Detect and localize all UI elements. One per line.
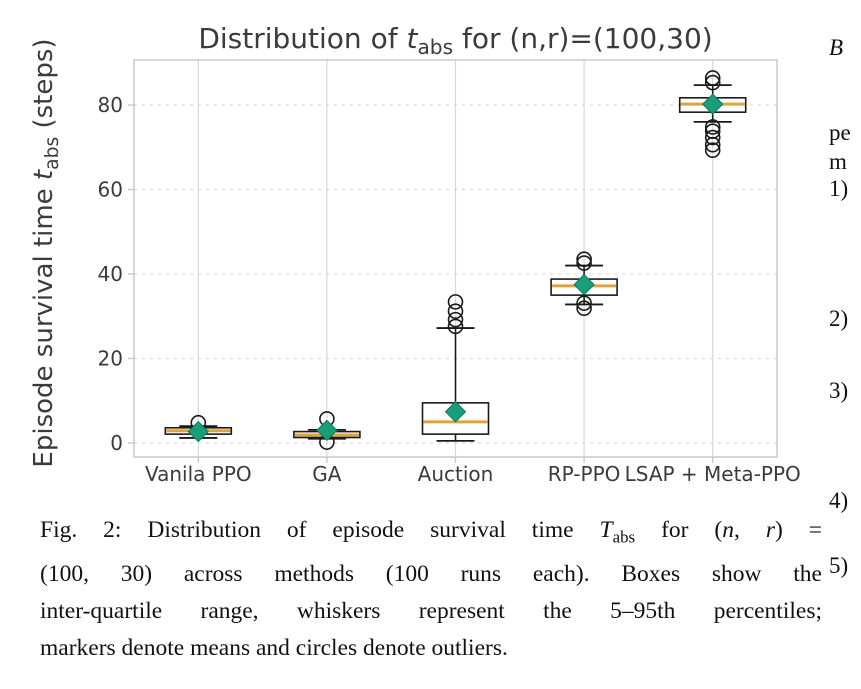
outlier-circle [704,129,721,146]
outlier-circle [704,70,721,86]
outlier-circle [704,74,721,91]
outlier-circle [447,294,464,310]
outlier-circle [704,142,721,159]
outlier-circle [576,300,592,317]
caption-line-1: Fig. 2: Distribution of episode survival… [40,517,823,547]
y-tick-label: 80 [98,93,123,117]
column-fragment: 2) [829,306,849,331]
x-tick-label: LSAP + Meta-PPO [625,462,801,486]
plot-spines [133,59,778,458]
mean-diamond [444,401,467,423]
outlier-circle [447,318,464,335]
outlier-circle [576,251,592,268]
column-fragment: m [829,149,847,174]
outlier-circle [447,303,464,319]
y-tick-label: 20 [98,347,123,371]
outlier-circle [447,311,464,328]
mean-diamond [187,420,210,443]
column-fragment: 4) [829,488,849,513]
y-tick-label: 60 [98,178,123,202]
mean-diamond [573,273,595,296]
outlier-circle [576,255,592,271]
mean-diamond [316,419,338,442]
boxplot-figure: 0 20 40 60 80 Vanila PPO GA Auction RP-PPO LSAP +… [29,22,801,486]
x-tick-label: Vanila PPO [145,462,252,486]
column-fragment: 1) [829,176,849,201]
column-fragment: pe [829,120,851,145]
chart-title: Distribution of tabs for (n,r)=(100,30) [198,22,712,59]
x-tick-label: RP-PPO [548,462,621,486]
mean-diamond [701,93,724,115]
x-tick-label: GA [312,462,341,486]
column-fragment: 3) [829,378,849,403]
column-fragment: 5) [829,553,849,578]
caption-line-3: inter-quartile range, whiskers represent… [40,597,822,624]
outlier-circle [704,136,721,153]
caption-line-2: (100, 30) across methods (100 runs each)… [40,560,822,587]
outlier-circle [576,295,592,311]
y-axis-label: Episode survival time tabs (steps) [29,38,63,467]
figure-caption: Fig. 2: Distribution of episode survival… [40,512,822,667]
outlier-circle [704,119,721,135]
column-fragment: B [829,35,844,60]
y-tick-label: 0 [110,431,123,455]
y-tick-label: 40 [98,262,123,286]
x-tick-label: Auction [418,462,494,486]
caption-line-4: markers denote means and circles denote … [40,634,508,661]
